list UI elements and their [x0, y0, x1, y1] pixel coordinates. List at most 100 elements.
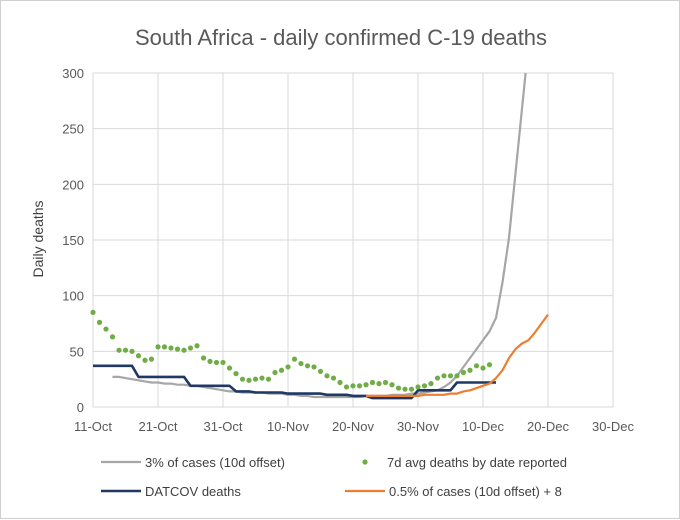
x-tick-label: 21-Oct	[138, 419, 177, 434]
data-point	[363, 382, 369, 388]
x-tick-label: 11-Oct	[74, 419, 112, 434]
y-axis-label: Daily deaths	[30, 200, 46, 277]
x-tick-label: 20-Nov	[332, 419, 374, 434]
data-point	[246, 377, 252, 383]
data-point	[291, 356, 298, 362]
data-point	[480, 365, 486, 371]
data-point	[330, 375, 337, 381]
data-point	[129, 348, 135, 354]
data-point	[116, 347, 122, 353]
legend-item: 7d avg deaths by date reported	[362, 455, 567, 470]
data-point	[441, 373, 447, 379]
data-point	[226, 365, 233, 371]
x-tick-label: 30-Nov	[397, 419, 439, 434]
data-point	[168, 345, 174, 351]
data-point	[369, 379, 376, 386]
x-tick-labels: 11-Oct 21-Oct 31-Oct 10-Nov 20-Nov 30-Nov 10-D…	[74, 419, 634, 434]
x-tick-label: 30-Dec	[592, 419, 634, 434]
series-0-5pct-cases-line	[366, 313, 549, 397]
y-tick-labels: 0 50 100 150 200 250 300	[62, 66, 84, 415]
data-point	[454, 373, 460, 379]
data-point	[272, 369, 278, 376]
data-point	[408, 386, 415, 392]
data-point	[350, 383, 356, 389]
data-point	[376, 381, 382, 387]
data-point	[174, 346, 181, 352]
y-tick-label: 0	[77, 400, 84, 415]
data-point	[155, 344, 161, 350]
y-tick-label: 150	[62, 233, 84, 248]
data-point	[187, 345, 194, 351]
y-tick-label: 50	[70, 344, 84, 359]
legend-swatch	[362, 459, 368, 465]
data-point	[343, 384, 350, 390]
data-point	[207, 358, 213, 364]
data-point	[382, 379, 389, 386]
data-point	[103, 326, 109, 332]
legend-label: DATCOV deaths	[145, 484, 241, 499]
legend-item: 3% of cases (10d offset)	[101, 455, 285, 470]
data-point	[161, 344, 168, 350]
data-point	[467, 367, 473, 373]
data-point	[239, 376, 246, 382]
legend: 3% of cases (10d offset) 7d avg deaths by…	[101, 455, 567, 499]
data-point	[213, 359, 220, 366]
data-point	[486, 362, 493, 368]
legend-label: 7d avg deaths by date reported	[387, 455, 567, 470]
data-point	[96, 319, 103, 325]
x-tick-label: 10-Dec	[462, 419, 504, 434]
data-point	[428, 381, 434, 387]
y-tick-label: 200	[62, 177, 84, 192]
data-point	[447, 373, 454, 379]
legend-label: 0.5% of cases (10d offset) + 8	[389, 484, 562, 499]
data-point	[298, 360, 304, 367]
data-point	[304, 363, 311, 369]
data-point	[311, 364, 317, 370]
x-gridlines	[92, 73, 614, 407]
data-point	[220, 359, 226, 366]
data-point	[135, 353, 142, 359]
data-point	[285, 364, 291, 370]
data-point	[415, 384, 421, 390]
data-point	[200, 355, 207, 361]
data-point	[252, 376, 259, 382]
data-point	[259, 375, 265, 381]
legend-item: DATCOV deaths	[101, 484, 241, 499]
data-point	[148, 356, 155, 362]
data-point	[265, 376, 272, 382]
data-point	[109, 334, 116, 340]
data-point	[324, 373, 330, 379]
data-point	[122, 347, 129, 353]
legend-item: 0.5% of cases (10d offset) + 8	[345, 484, 562, 499]
data-point	[142, 357, 148, 363]
data-point	[233, 371, 239, 377]
legend-label: 3% of cases (10d offset)	[145, 455, 285, 470]
x-tick-label: 10-Nov	[267, 419, 309, 434]
series-datcov-line	[93, 364, 496, 400]
data-point	[337, 379, 343, 386]
data-point	[317, 368, 324, 374]
data-point	[473, 363, 480, 369]
data-point	[421, 383, 428, 389]
data-point	[278, 367, 285, 373]
data-point	[402, 386, 408, 392]
plot-series	[90, 72, 549, 400]
x-tick-label: 31-Oct	[203, 419, 242, 434]
y-tick-label: 100	[62, 289, 84, 304]
data-point	[434, 375, 441, 381]
series-7d-avg-markers	[90, 309, 493, 392]
data-point	[395, 385, 402, 391]
data-point	[90, 309, 96, 315]
data-point	[181, 347, 187, 353]
series-3pct-cases-line	[112, 72, 527, 399]
data-point	[356, 383, 363, 389]
chart-title: South Africa - daily confirmed C-19 deat…	[135, 25, 547, 50]
data-point	[194, 343, 200, 349]
y-tick-label: 250	[62, 122, 84, 137]
data-point	[460, 369, 467, 376]
y-tick-label: 300	[62, 66, 84, 81]
data-point	[389, 382, 395, 388]
x-tick-label: 20-Dec	[527, 419, 569, 434]
